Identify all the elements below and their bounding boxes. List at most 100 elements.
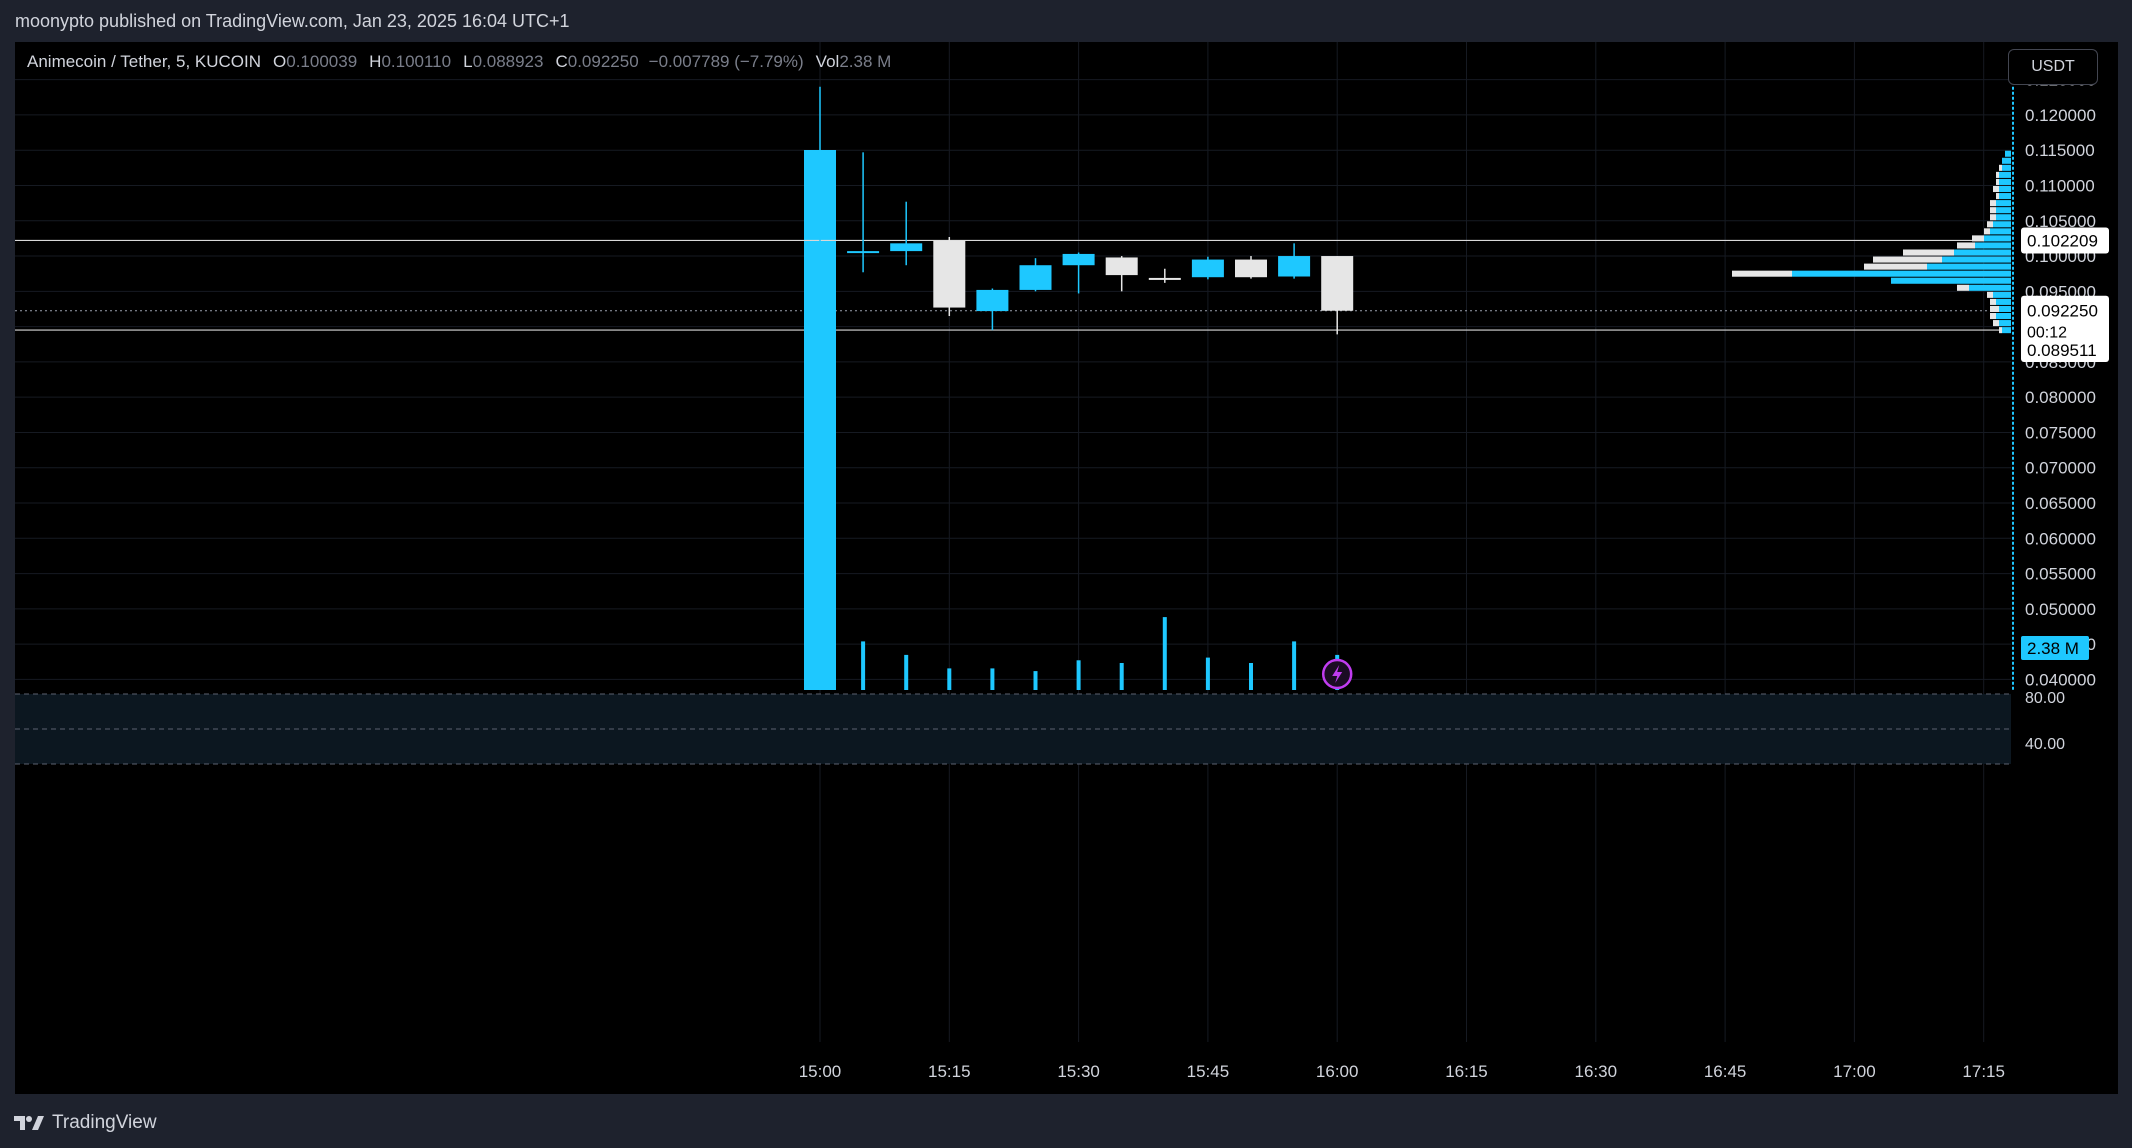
volume-profile [1732, 86, 2014, 690]
profile-bar-up [1996, 214, 2011, 221]
profile-bar-down [1864, 263, 1927, 270]
volume-label: Vol [815, 52, 840, 71]
profile-bar-down [1732, 270, 1792, 277]
profile-bar-down [1999, 327, 2002, 334]
lightning-bolt [1332, 665, 1343, 683]
candle-body [804, 252, 836, 683]
profile-bar-down [1972, 235, 1984, 242]
brand-name[interactable]: TradingView [52, 1112, 157, 1133]
profile-bar-up [1999, 320, 2011, 327]
time-tick-label: 16:15 [1445, 1062, 1488, 1081]
price-tick-label: 0.120000 [2025, 106, 2096, 125]
profile-bar-down [1990, 312, 1996, 320]
volume-bar [990, 668, 995, 690]
publish-line: moonypto published on TradingView.com, J… [15, 10, 570, 31]
current-price-label-bg [2021, 295, 2109, 344]
countdown-label: 00:12 [2027, 325, 2067, 342]
profile-bar-down [1990, 214, 1996, 221]
support-price-label-bg [2021, 338, 2109, 363]
profile-bar-down [1993, 320, 1999, 327]
grid [15, 42, 2011, 1042]
candle-body [1278, 256, 1311, 277]
volume-bar [1119, 663, 1124, 690]
time-axis: 15:00 15:15 15:30 15:45 16:00 16:15 16:30 16:45… [799, 1062, 2005, 1081]
price-tick-label: 0.115000 [2025, 141, 2095, 160]
profile-bar-up [1975, 242, 2011, 249]
profile-bar-down [1873, 256, 1942, 263]
profile-bar-up [2002, 157, 2011, 164]
volume-bar [1162, 617, 1167, 690]
price-tick-label: 0.105000 [2025, 212, 2096, 231]
profile-bar-down [1987, 221, 1993, 228]
current-price-label: 0.092250 [2027, 302, 2098, 321]
price-tick-label: 0.080000 [2025, 388, 2096, 407]
profile-bar-down [1996, 193, 1999, 200]
profile-bar-up [1792, 270, 2011, 277]
profile-bar-up [1993, 291, 2011, 298]
price-tick-label: 0.110000 [2025, 176, 2095, 195]
profile-bar-down [1903, 249, 1954, 256]
open-value: 0.100039 [286, 52, 358, 71]
profile-bar-down [1990, 207, 1996, 214]
low-label: L [463, 52, 473, 71]
profile-bar-up [1996, 200, 2011, 207]
candle-body [976, 289, 1009, 312]
price-labels: 0.102209 0.092250 00:120.089511 2.38 M [2021, 227, 2109, 660]
low-value: 0.088923 [472, 52, 544, 71]
symbol-title[interactable]: Animecoin / Tether, 5, KUCOIN [27, 52, 262, 71]
profile-bar-up [1954, 249, 2011, 256]
profile-bar-up [1993, 221, 2011, 228]
chart-area[interactable]: 80.0040.000.1250000.1200000.1150000.1100… [15, 42, 2118, 1094]
profile-bar-down [1957, 242, 1975, 249]
time-tick-label: 15:30 [1057, 1062, 1100, 1081]
time-tick-label: 15:45 [1187, 1062, 1230, 1081]
profile-bar-up [1999, 305, 2011, 312]
oscillator-tick-label: 40.00 [2025, 736, 2065, 753]
candlestick-chart[interactable]: 80.0040.000.1250000.1200000.1150000.1100… [15, 42, 2118, 1094]
profile-bar-up [2002, 164, 2011, 171]
profile-bar-up [1996, 312, 2011, 320]
volume-bar [1033, 671, 1038, 690]
profile-bar-up [1927, 263, 2011, 270]
profile-bar-up [1999, 185, 2011, 193]
price-tick-label: 0.050000 [2025, 600, 2096, 619]
volume-last-label: 2.38 M [2027, 639, 2079, 658]
high-label: H [369, 52, 382, 71]
volume-bar [904, 654, 909, 690]
volume-bar [1249, 663, 1253, 690]
profile-bar-down [1990, 305, 1999, 312]
footer: TradingView [14, 1108, 157, 1138]
profile-bar-up [1990, 228, 2011, 235]
tradingview-logo-icon[interactable] [14, 1114, 44, 1132]
price-tick-label: 0.055000 [2025, 565, 2096, 584]
profile-bar-up [1996, 207, 2011, 214]
price-tick-label: 0.065000 [2025, 494, 2096, 513]
time-tick-label: 15:15 [928, 1062, 971, 1081]
profile-bar-up [1984, 235, 2011, 242]
oscillator-background [15, 694, 2011, 764]
time-tick-label: 16:45 [1704, 1062, 1747, 1081]
profile-bar-down [1987, 291, 1993, 298]
profile-bar-down [1990, 200, 1996, 207]
oscillator-tick-label: 80.00 [2025, 690, 2065, 707]
volume-bar [861, 641, 866, 690]
high-value: 0.100110 [381, 52, 452, 71]
resistance-price-label-bg [2021, 227, 2109, 254]
profile-bar-up [1996, 298, 2011, 305]
candle-body [890, 243, 923, 252]
volume-bar [1076, 660, 1081, 690]
candle-body [1321, 256, 1354, 311]
candle-body [1235, 259, 1267, 278]
profile-bar-down [1996, 171, 1999, 178]
volume-value: 2.38 M [839, 52, 892, 71]
candle-body [933, 240, 966, 308]
ohlc-legend: Animecoin / Tether, 5, KUCOIN O 0.100039 … [27, 52, 891, 72]
profile-bar-up [1891, 277, 2011, 284]
candle-body [1191, 259, 1224, 278]
candle-body [1148, 277, 1181, 280]
profile-bar-up [1942, 256, 2011, 263]
currency-button[interactable]: USDT [2008, 49, 2098, 85]
time-tick-label: 17:15 [1962, 1062, 2005, 1081]
close-label: C [555, 52, 568, 71]
candle-body [1105, 257, 1138, 276]
